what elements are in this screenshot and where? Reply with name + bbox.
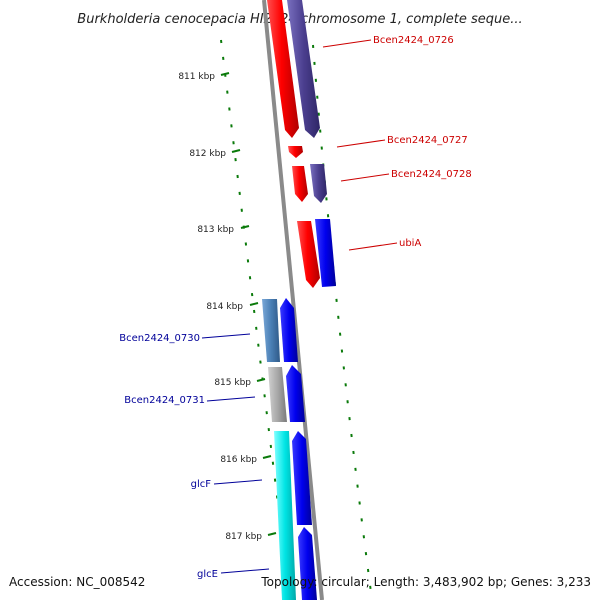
gene-label-bcen2424-0730[interactable]: Bcen2424_0730 xyxy=(119,333,200,344)
gene-bar-bcen2424-0730[interactable] xyxy=(262,299,280,362)
gene-bar-bcen2424-0731[interactable] xyxy=(268,367,287,422)
tick-mark-814 xyxy=(249,302,259,306)
tick-mark-811 xyxy=(220,72,230,76)
leader-line-bcen2424-0726 xyxy=(322,39,372,48)
tick-label-817: 817 kbp xyxy=(225,532,262,542)
gene-label-ubia[interactable]: ubiA xyxy=(399,238,421,249)
cds-bar-bcen2424-0728[interactable] xyxy=(310,164,327,203)
gene-label-bcen2424-0726[interactable]: Bcen2424_0726 xyxy=(373,35,454,46)
gene-label-bcen2424-0727[interactable]: Bcen2424_0727 xyxy=(387,135,468,146)
gene-bar-glcf[interactable] xyxy=(274,431,296,600)
cds-bar-bcen2424-0731[interactable] xyxy=(286,365,305,422)
tick-mark-812 xyxy=(231,149,241,153)
tick-label-811: 811 kbp xyxy=(178,72,215,82)
gene-bar-bcen2424-0728[interactable] xyxy=(292,166,308,202)
tick-label-814: 814 kbp xyxy=(206,302,243,312)
gene-label-glcf[interactable]: glcF xyxy=(191,479,212,490)
tick-label-815: 815 kbp xyxy=(214,378,251,388)
gene-bar-ubia[interactable] xyxy=(297,221,320,288)
gene-bar-bcen2424-0727[interactable] xyxy=(288,146,303,158)
cds-bar-bcen2424-0730[interactable] xyxy=(280,298,298,362)
gene-bar-bcen2424-0726[interactable] xyxy=(267,0,299,138)
leader-line-glce xyxy=(220,568,270,574)
leader-line-bcen2424-0730 xyxy=(201,333,251,339)
leader-line-glcf xyxy=(213,479,263,485)
leader-line-ubia xyxy=(348,242,398,251)
gene-label-bcen2424-0728[interactable]: Bcen2424_0728 xyxy=(391,169,472,180)
cds-bar-bcen2424-0726[interactable] xyxy=(287,0,320,138)
leader-line-bcen2424-0731 xyxy=(206,396,256,402)
gene-label-glce[interactable]: glcE xyxy=(197,569,218,580)
tick-mark-816 xyxy=(262,455,272,459)
tick-mark-817 xyxy=(267,532,277,536)
leader-line-bcen2424-0727 xyxy=(336,139,386,148)
reverse-strand-features xyxy=(267,0,336,288)
accession-text: Accession: NC_008542 xyxy=(9,575,145,589)
reverse-gene-labels: Bcen2424_0726 Bcen2424_0727 Bcen2424_072… xyxy=(322,35,472,251)
tick-mark-815 xyxy=(256,378,266,382)
cds-bar-glcf[interactable] xyxy=(292,431,312,525)
tick-label-813: 813 kbp xyxy=(197,225,234,235)
cds-bar-glce[interactable] xyxy=(298,527,317,600)
backbone-ring xyxy=(262,0,324,600)
tick-label-812: 812 kbp xyxy=(189,149,226,159)
cds-bar-ubia[interactable] xyxy=(315,219,336,287)
forward-gene-labels: Bcen2424_0730 Bcen2424_0731 glcF glcE xyxy=(119,333,270,580)
gene-label-bcen2424-0731[interactable]: Bcen2424_0731 xyxy=(124,395,205,406)
tick-label-816: 816 kbp xyxy=(220,455,257,465)
leader-line-bcen2424-0728 xyxy=(340,173,390,182)
tick-group: 811 kbp 812 kbp 813 kbp 814 kbp 815 kbp … xyxy=(178,72,277,542)
tick-mark-813 xyxy=(240,225,250,229)
forward-strand-features xyxy=(262,298,317,600)
outer-dotted-ring-right xyxy=(312,44,373,600)
topology-text: Topology: circular; Length: 3,483,902 bp… xyxy=(260,575,591,589)
